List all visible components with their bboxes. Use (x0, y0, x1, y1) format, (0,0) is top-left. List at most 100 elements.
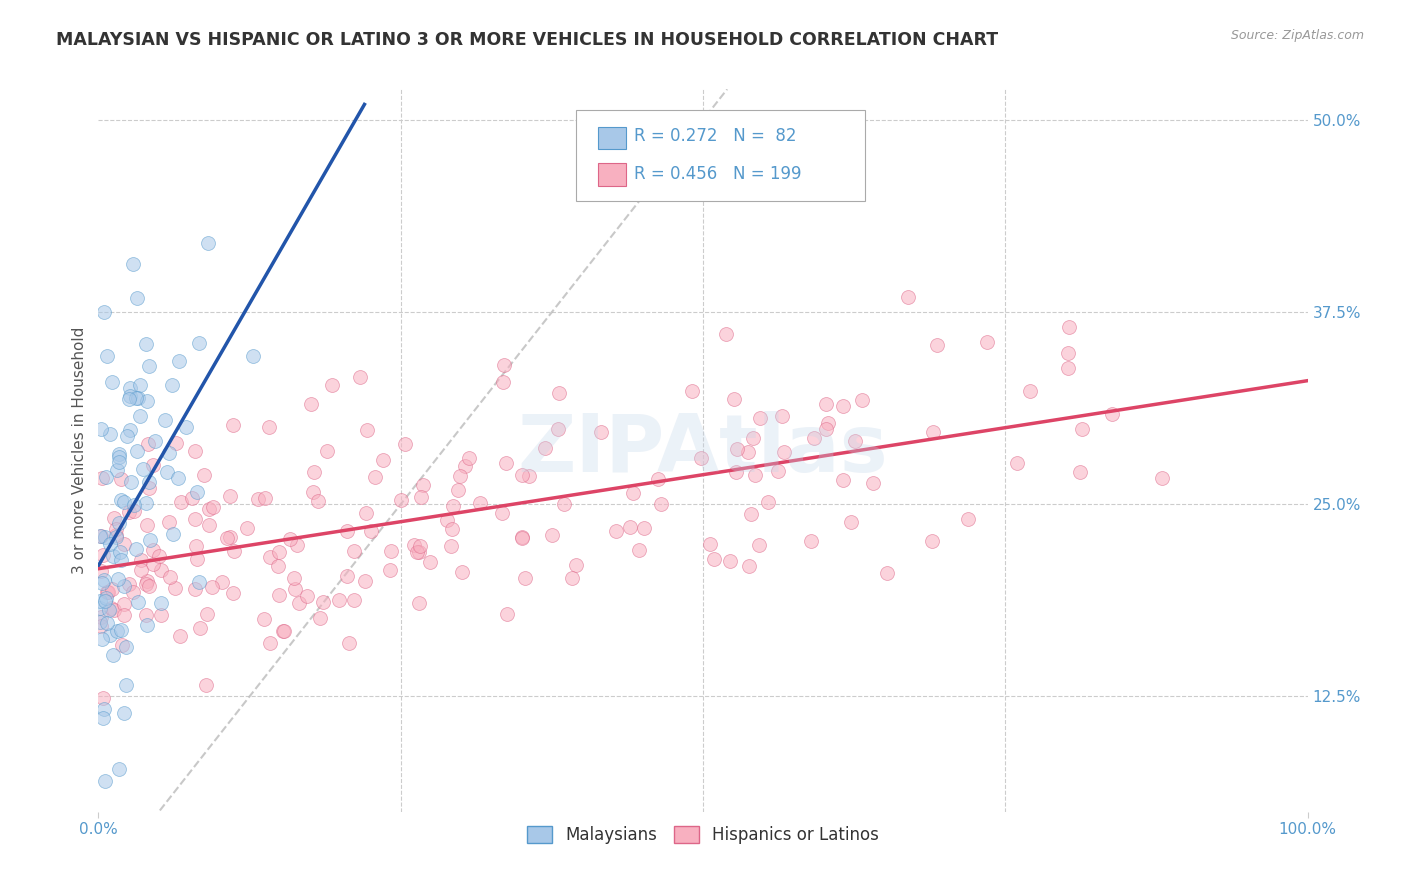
Point (772, 409, 794, 423)
Point (125, 391, 148, 405)
Point (283, 571, 305, 585)
Point (650, 498, 672, 512)
Point (101, 582, 124, 597)
Point (98, 537, 121, 551)
Point (408, 596, 430, 610)
Point (96, 616, 118, 631)
Point (627, 542, 650, 557)
Point (1069, 465, 1091, 479)
Point (689, 451, 711, 466)
Point (90, 610, 112, 624)
Point (222, 585, 245, 599)
Point (259, 550, 281, 565)
Point (547, 385, 569, 400)
Point (447, 483, 470, 498)
Point (110, 553, 132, 567)
Point (131, 462, 153, 476)
Point (402, 538, 425, 552)
Point (897, 290, 920, 304)
Point (219, 489, 242, 503)
Point (129, 409, 152, 424)
Point (138, 580, 160, 594)
Point (605, 524, 627, 538)
Point (547, 422, 569, 436)
Point (184, 512, 207, 526)
Point (236, 521, 259, 535)
Point (98, 627, 121, 641)
Point (218, 531, 240, 545)
Point (222, 544, 245, 558)
Point (90, 422, 112, 436)
Point (512, 530, 534, 544)
Point (115, 678, 138, 692)
Point (121, 257, 143, 271)
Point (703, 552, 725, 566)
Point (492, 375, 515, 389)
Point (519, 468, 541, 483)
Point (136, 618, 159, 632)
Point (136, 393, 159, 408)
Point (104, 530, 127, 544)
Point (108, 450, 131, 465)
Point (90, 632, 112, 647)
Point (186, 485, 208, 500)
Point (354, 507, 377, 521)
Point (247, 491, 270, 506)
Point (773, 445, 796, 459)
Point (356, 424, 378, 438)
Text: ZIPAtlas: ZIPAtlas (517, 411, 889, 490)
Point (278, 532, 301, 546)
Point (744, 467, 766, 482)
Text: Source: ZipAtlas.com: Source: ZipAtlas.com (1230, 29, 1364, 42)
Point (90, 619, 112, 633)
Point (257, 420, 280, 434)
Point (89, 615, 111, 630)
Point (136, 517, 159, 532)
Point (138, 475, 160, 489)
Point (267, 588, 290, 602)
Point (198, 502, 221, 516)
Point (91, 711, 114, 725)
Point (409, 539, 432, 553)
Point (104, 528, 127, 542)
Point (93, 573, 115, 587)
Point (510, 531, 533, 545)
Point (814, 397, 837, 411)
Point (188, 336, 211, 351)
Point (94, 774, 117, 789)
Point (112, 537, 135, 551)
Point (101, 648, 124, 662)
Point (91, 575, 114, 590)
Point (922, 425, 945, 439)
Text: R = 0.272   N =  82: R = 0.272 N = 82 (634, 127, 797, 145)
Point (149, 563, 172, 577)
Point (112, 495, 135, 509)
Point (186, 552, 208, 566)
Point (409, 490, 432, 504)
Point (718, 554, 741, 568)
Point (93, 701, 115, 715)
Y-axis label: 3 or more Vehicles in Household: 3 or more Vehicles in Household (72, 326, 87, 574)
Point (534, 441, 557, 455)
Point (273, 624, 295, 638)
Point (97, 585, 120, 599)
Point (647, 472, 669, 486)
Point (90, 529, 112, 543)
Point (121, 585, 143, 599)
Point (197, 518, 219, 533)
Point (89, 594, 111, 608)
Point (96, 349, 118, 363)
Point (120, 380, 142, 394)
Point (193, 467, 215, 482)
Point (440, 539, 463, 553)
Point (94, 470, 117, 484)
Point (1101, 407, 1123, 421)
Point (145, 434, 167, 448)
Point (851, 393, 873, 408)
Point (1150, 471, 1173, 485)
Point (1018, 384, 1040, 398)
Point (201, 580, 224, 594)
Point (380, 544, 402, 558)
Point (468, 496, 491, 510)
Point (419, 555, 441, 569)
